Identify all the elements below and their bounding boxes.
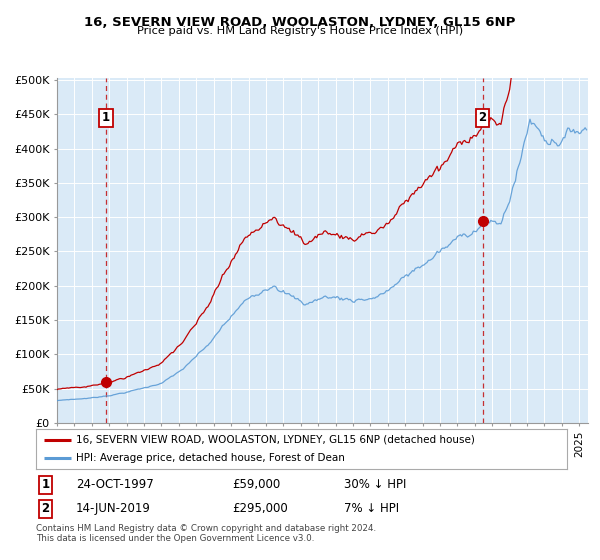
Text: £295,000: £295,000 xyxy=(232,502,288,515)
Text: 1: 1 xyxy=(102,111,110,124)
Text: Contains HM Land Registry data © Crown copyright and database right 2024.
This d: Contains HM Land Registry data © Crown c… xyxy=(36,524,376,543)
Text: 2: 2 xyxy=(41,502,50,515)
Text: 14-JUN-2019: 14-JUN-2019 xyxy=(76,502,151,515)
Text: Price paid vs. HM Land Registry's House Price Index (HPI): Price paid vs. HM Land Registry's House … xyxy=(137,26,463,36)
Text: 30% ↓ HPI: 30% ↓ HPI xyxy=(344,478,406,491)
Text: 16, SEVERN VIEW ROAD, WOOLASTON, LYDNEY, GL15 6NP (detached house): 16, SEVERN VIEW ROAD, WOOLASTON, LYDNEY,… xyxy=(76,435,475,445)
Text: 7% ↓ HPI: 7% ↓ HPI xyxy=(344,502,399,515)
Text: HPI: Average price, detached house, Forest of Dean: HPI: Average price, detached house, Fore… xyxy=(76,454,344,463)
Text: £59,000: £59,000 xyxy=(232,478,281,491)
Text: 2: 2 xyxy=(479,111,487,124)
Text: 16, SEVERN VIEW ROAD, WOOLASTON, LYDNEY, GL15 6NP: 16, SEVERN VIEW ROAD, WOOLASTON, LYDNEY,… xyxy=(85,16,515,29)
Text: 1: 1 xyxy=(41,478,50,491)
Text: 24-OCT-1997: 24-OCT-1997 xyxy=(76,478,154,491)
